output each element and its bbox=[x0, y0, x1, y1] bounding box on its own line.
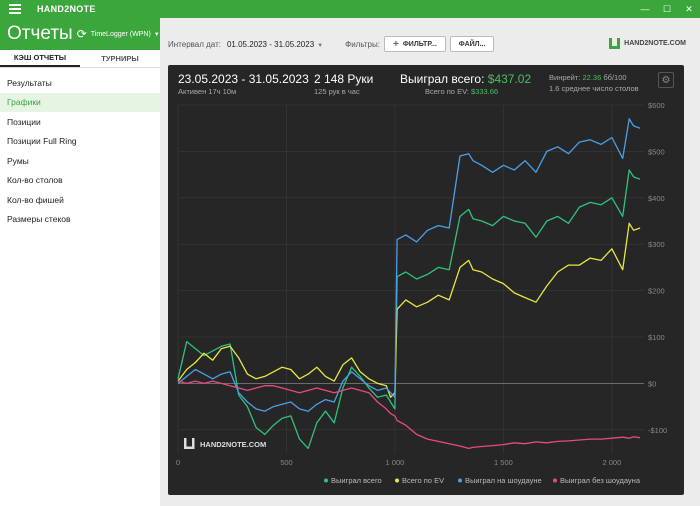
app-topbar: HAND2NOTE — ☐ ✕ bbox=[0, 0, 700, 18]
watermark-icon bbox=[184, 446, 195, 449]
profile-select-label: TimeLogger (WPN) bbox=[90, 30, 151, 38]
stat-winrate: Винрейт: 22.36 бб/100 bbox=[549, 73, 627, 82]
winrate-label: Винрейт: bbox=[549, 73, 581, 82]
filters-label: Фильтры: bbox=[345, 39, 380, 49]
close-button[interactable]: ✕ bbox=[685, 3, 693, 14]
won-label: Выиграл всего: bbox=[400, 72, 485, 86]
y-tick-label: $600 bbox=[648, 101, 665, 110]
y-tick-label: $400 bbox=[648, 194, 665, 203]
sidebar: КЭШ ОТЧЕТЫ ТУРНИРЫ Результаты Графики По… bbox=[0, 50, 160, 506]
brand-logo: HAND2NOTE.COM bbox=[609, 38, 686, 49]
y-tick-label: $500 bbox=[648, 147, 665, 156]
logo-icon bbox=[609, 38, 621, 49]
y-tick-label: $200 bbox=[648, 287, 665, 296]
stat-ev: Всего по EV: $333.66 bbox=[425, 87, 498, 96]
report-menu: Результаты Графики Позиции Позиции Full … bbox=[0, 73, 160, 229]
refresh-icon[interactable]: ⟳ bbox=[76, 27, 87, 41]
date-range-value: 01.05.2023 - 31.05.2023 bbox=[226, 39, 315, 49]
page-header: Отчеты ⟳ TimeLogger (WPN) ▼ bbox=[0, 18, 160, 50]
sidebar-item-graphs[interactable]: Графики bbox=[0, 92, 160, 112]
sidebar-tabs: КЭШ ОТЧЕТЫ ТУРНИРЫ bbox=[0, 50, 160, 68]
filter-bar: Интервал дат: 01.05.2023 - 31.05.2023 ▼ Ф… bbox=[160, 30, 700, 58]
series-line-1 bbox=[177, 222, 641, 398]
y-tick-label: $0 bbox=[648, 379, 656, 388]
sidebar-item-rooms[interactable]: Румы bbox=[7, 155, 29, 166]
legend-marker bbox=[324, 478, 328, 483]
date-range-select[interactable]: 01.05.2023 - 31.05.2023 ▼ bbox=[227, 40, 323, 49]
minimize-button[interactable]: — bbox=[640, 4, 650, 14]
x-tick-label: 500 bbox=[280, 458, 293, 467]
y-tick-label: $100 bbox=[648, 333, 665, 342]
graph-panel: 23.05.2023 - 31.05.2023 Активен 17ч 10м … bbox=[168, 65, 684, 495]
interval-label: Интервал дат: bbox=[168, 39, 221, 49]
stat-active-time: Активен 17ч 10м bbox=[178, 87, 237, 96]
gear-icon[interactable]: ⚙ bbox=[658, 72, 674, 88]
stat-hands-per-hour: 125 рук в час bbox=[314, 87, 360, 96]
stat-range: 23.05.2023 - 31.05.2023 bbox=[178, 72, 309, 86]
winrate-suffix: бб/100 bbox=[603, 73, 627, 82]
ev-value: $333.66 bbox=[470, 87, 499, 96]
results-chart: 0 500 1 000 1 500 2 000 -$100 $0 $100 $200 $300 $4… bbox=[176, 101, 667, 485]
stat-won-total: Выиграл всего: $437.02 bbox=[400, 72, 531, 86]
winrate-value: 22.36 bbox=[582, 73, 602, 82]
tab-cash-reports[interactable]: КЭШ ОТЧЕТЫ bbox=[0, 50, 80, 67]
won-value: $437.02 bbox=[487, 72, 532, 86]
watermark-text: HAND2NOTE.COM bbox=[200, 440, 266, 449]
stat-avg-tables: 1.6 среднее число столов bbox=[549, 84, 639, 93]
legend-label: Выиграл без шоудауна bbox=[560, 476, 641, 485]
chevron-down-icon: ▼ bbox=[153, 31, 160, 38]
filter-button-label: ФИЛЬТР... bbox=[402, 40, 437, 48]
chevron-down-icon: ▼ bbox=[317, 42, 324, 49]
maximize-button[interactable]: ☐ bbox=[662, 3, 672, 14]
sidebar-item-table-count[interactable]: Кол-во столов bbox=[7, 175, 63, 186]
legend-marker bbox=[553, 478, 557, 483]
series-line-0 bbox=[177, 169, 641, 450]
logo-text: HAND2NOTE.COM bbox=[624, 40, 686, 47]
x-tick-label: 2 000 bbox=[603, 458, 622, 467]
ev-label: Всего по EV: bbox=[425, 87, 469, 96]
page-title: Отчеты bbox=[7, 23, 73, 44]
legend-label: Выиграл всего bbox=[331, 476, 382, 485]
x-tick-label: 0 bbox=[176, 458, 180, 467]
stat-hands: 2 148 Руки bbox=[314, 72, 374, 86]
filter-button[interactable]: + ФИЛЬТР... bbox=[383, 36, 446, 52]
watermark-icon bbox=[184, 438, 187, 449]
sidebar-item-results[interactable]: Результаты bbox=[7, 77, 52, 88]
series-line-3 bbox=[177, 380, 641, 450]
sidebar-item-stack-sizes[interactable]: Размеры стеков bbox=[7, 214, 71, 225]
menu-icon[interactable] bbox=[9, 4, 23, 14]
series-line-2 bbox=[177, 118, 641, 412]
plus-icon: + bbox=[392, 38, 399, 50]
x-tick-label: 1 500 bbox=[494, 458, 513, 467]
legend-label: Всего по EV bbox=[402, 476, 444, 485]
tab-tournaments[interactable]: ТУРНИРЫ bbox=[101, 54, 139, 63]
watermark-icon bbox=[192, 438, 195, 449]
legend-marker bbox=[395, 478, 399, 483]
legend-label: Выиграл на шоудауне bbox=[465, 476, 542, 485]
sidebar-item-positions[interactable]: Позиции bbox=[7, 116, 41, 127]
legend-marker bbox=[458, 478, 462, 483]
sidebar-item-fish-count[interactable]: Кол-во фишей bbox=[7, 194, 64, 205]
profile-select[interactable]: TimeLogger (WPN) ▼ bbox=[91, 31, 160, 38]
app-name: HAND2NOTE bbox=[37, 4, 96, 14]
x-tick-label: 1 000 bbox=[386, 458, 405, 467]
y-tick-label: -$100 bbox=[648, 426, 667, 435]
file-button[interactable]: ФАЙЛ... bbox=[449, 36, 495, 52]
sidebar-item-positions-full-ring[interactable]: Позиции Full Ring bbox=[7, 136, 77, 147]
window-controls: — ☐ ✕ bbox=[634, 0, 700, 18]
y-tick-label: $300 bbox=[648, 240, 665, 249]
